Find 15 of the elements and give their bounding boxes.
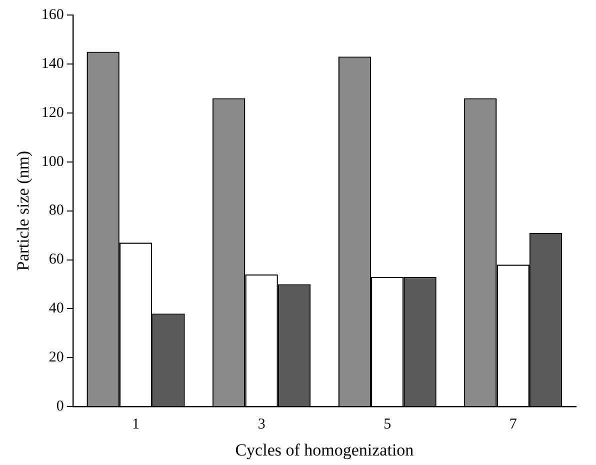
y-tick-label: 80	[48, 202, 64, 219]
y-tick-label: 100	[41, 154, 64, 170]
x-tick-label: 5	[384, 416, 392, 433]
y-tick-label: 40	[48, 300, 64, 317]
x-axis-title: Cycles of homogenization	[235, 440, 414, 460]
y-tick-label: 160	[41, 6, 64, 23]
x-tick-label: 3	[258, 416, 266, 433]
y-tick-label: 120	[41, 104, 64, 121]
y-tick-label: 20	[48, 350, 64, 366]
x-tick-label: 7	[509, 416, 518, 433]
y-axis-title: Particle size (nm)	[14, 150, 33, 271]
y-tick-label: 140	[41, 56, 64, 72]
y-tick-label: 60	[48, 252, 64, 268]
y-tick-label: 0	[56, 398, 64, 415]
x-tick-label: 1	[132, 416, 140, 433]
